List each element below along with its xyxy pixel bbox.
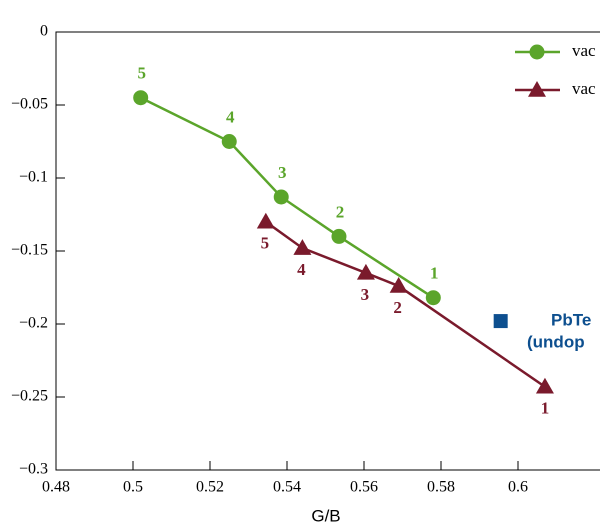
x-axis-label: G/B bbox=[311, 506, 340, 525]
annotation-text: PbTe bbox=[551, 311, 591, 330]
data-label: 2 bbox=[336, 202, 345, 221]
y-tick-label: 0 bbox=[40, 23, 48, 40]
x-tick-label: 0.54 bbox=[273, 479, 301, 496]
y-tick-label: −0.1 bbox=[19, 169, 48, 186]
data-label: 5 bbox=[261, 234, 270, 253]
data-point bbox=[331, 228, 347, 244]
x-tick-label: 0.6 bbox=[508, 479, 528, 496]
legend-marker bbox=[529, 44, 545, 60]
legend-label: vac bbox=[572, 41, 596, 60]
data-point bbox=[356, 263, 375, 280]
series-line bbox=[265, 220, 546, 388]
annotation-text: (undop bbox=[527, 333, 585, 352]
y-tick-label: −0.05 bbox=[11, 96, 48, 113]
y-tick-label: −0.2 bbox=[19, 315, 48, 332]
legend-label: vac bbox=[572, 79, 596, 98]
data-label: 1 bbox=[541, 399, 550, 418]
x-tick-label: 0.56 bbox=[350, 479, 378, 496]
x-tick-label: 0.58 bbox=[427, 479, 455, 496]
data-label: 1 bbox=[430, 264, 439, 283]
data-point bbox=[273, 189, 289, 205]
data-label: 5 bbox=[137, 64, 146, 83]
data-label: 4 bbox=[297, 260, 306, 279]
x-tick-label: 0.5 bbox=[123, 479, 143, 496]
data-point bbox=[425, 290, 441, 306]
data-label: 3 bbox=[361, 285, 370, 304]
y-tick-label: −0.15 bbox=[11, 242, 48, 259]
x-tick-label: 0.48 bbox=[42, 479, 70, 496]
data-point bbox=[133, 90, 149, 106]
data-label: 3 bbox=[278, 163, 287, 182]
y-tick-label: −0.3 bbox=[19, 461, 48, 478]
data-point bbox=[389, 277, 408, 293]
x-tick-label: 0.52 bbox=[196, 479, 224, 496]
data-point bbox=[535, 377, 554, 394]
data-label: 2 bbox=[393, 298, 402, 317]
data-label: 4 bbox=[226, 107, 235, 126]
annotation-marker bbox=[493, 314, 508, 329]
legend-marker bbox=[528, 81, 546, 97]
data-point bbox=[256, 212, 275, 229]
data-point bbox=[221, 134, 237, 149]
data-point bbox=[293, 239, 312, 255]
y-tick-label: −0.25 bbox=[11, 388, 48, 405]
